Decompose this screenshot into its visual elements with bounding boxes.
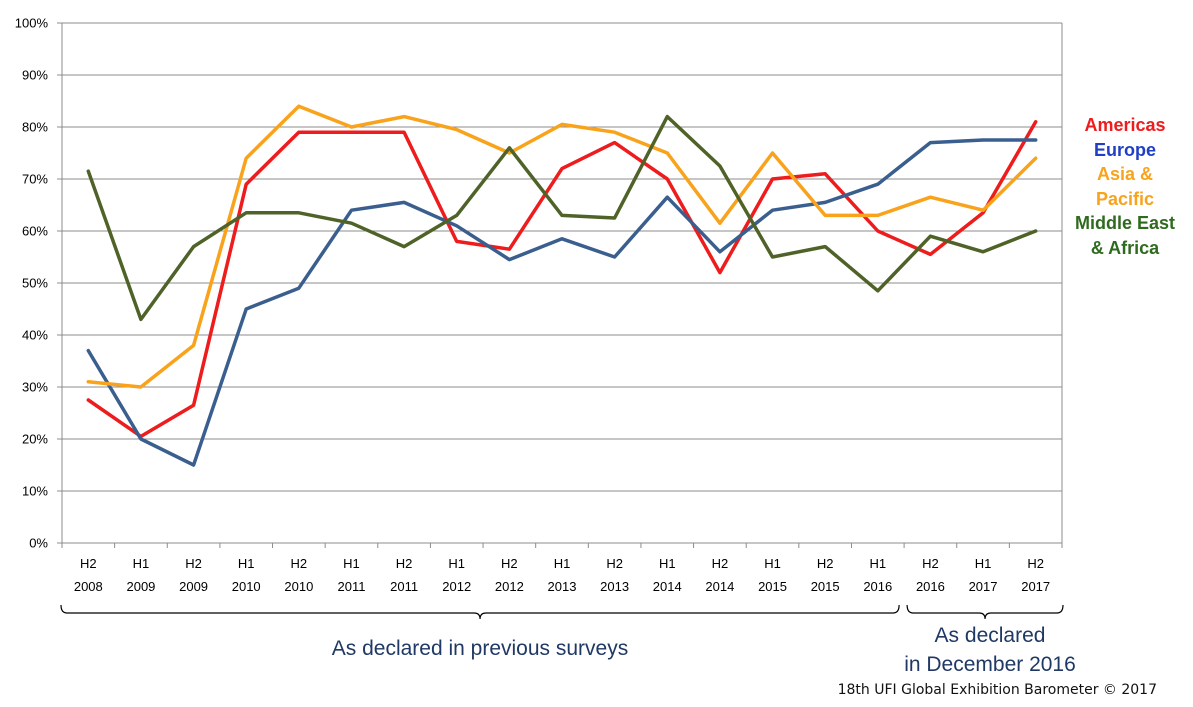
x-tick-label-year: 2012 <box>442 579 471 594</box>
x-tick-label-half: H2 <box>185 556 202 571</box>
legend-europe: Europe <box>1093 139 1156 160</box>
y-tick-label: 50% <box>22 276 48 291</box>
legend: Americas Europe Asia & Pacific Middle Ea… <box>1060 113 1190 260</box>
x-tick-label-half: H2 <box>606 556 623 571</box>
x-tick-label-year: 2014 <box>705 579 734 594</box>
y-axis: 0% 10% 20% 30% 40% 50% 60% 70% 80% 90% 100% <box>15 16 1063 551</box>
x-tick-label-half: H2 <box>396 556 413 571</box>
x-tick-label-half: H1 <box>238 556 255 571</box>
x-tick-label-half: H2 <box>817 556 834 571</box>
y-tick-label: 10% <box>22 484 48 499</box>
y-tick-label: 90% <box>22 68 48 83</box>
x-tick-label-half: H1 <box>659 556 676 571</box>
bracket-0 <box>60 604 900 620</box>
y-tick-label: 30% <box>22 380 48 395</box>
x-tick-label-year: 2015 <box>758 579 787 594</box>
x-tick-label-half: H2 <box>80 556 97 571</box>
series-lines <box>86 104 1038 467</box>
x-tick-label-half: H1 <box>869 556 886 571</box>
y-tick-label: 100% <box>15 16 49 31</box>
x-tick-label-half: H1 <box>343 556 360 571</box>
bracket-1 <box>906 604 1064 620</box>
x-tick-label-year: 2014 <box>653 579 682 594</box>
grid-lines <box>62 22 1062 544</box>
group-brackets <box>60 604 1064 620</box>
y-tick-label: 70% <box>22 172 48 187</box>
x-tick-label-half: H1 <box>554 556 571 571</box>
x-tick-label-year: 2009 <box>179 579 208 594</box>
x-tick-label-half: H1 <box>975 556 992 571</box>
y-tick-label: 20% <box>22 432 48 447</box>
x-tick-label-half: H2 <box>1027 556 1044 571</box>
y-tick-label: 0% <box>29 536 48 551</box>
x-tick-label-half: H2 <box>291 556 308 571</box>
series-line-asia-pacific <box>86 104 1038 389</box>
x-tick-label-year: 2016 <box>916 579 945 594</box>
x-tick-label-year: 2010 <box>232 579 261 594</box>
x-tick-label-year: 2010 <box>284 579 313 594</box>
x-tick-label-half: H1 <box>764 556 781 571</box>
x-tick-label-year: 2013 <box>548 579 577 594</box>
x-axis: H2 2008 H1 2009 H2 2009 H1 2010 H2 2010 H1 2011 H2 20… <box>61 542 1063 594</box>
x-tick-label-year: 2009 <box>126 579 155 594</box>
x-tick-label-half: H2 <box>501 556 518 571</box>
x-tick-label-year: 2015 <box>811 579 840 594</box>
x-tick-label-year: 2016 <box>863 579 892 594</box>
x-tick-label-half: H1 <box>133 556 150 571</box>
series-line-middle-east-africa <box>86 114 1038 322</box>
x-tick-label-year: 2013 <box>600 579 629 594</box>
x-tick-label-year: 2008 <box>74 579 103 594</box>
legend-asia-pacific: Asia & Pacific <box>1095 164 1155 209</box>
footer-credit: 18th UFI Global Exhibition Barometer © 2… <box>837 682 1157 698</box>
series-line-americas <box>86 120 1038 439</box>
x-tick-label-year: 2011 <box>390 579 418 594</box>
x-tick-label-half: H2 <box>922 556 939 571</box>
x-tick-label-year: 2017 <box>969 579 998 594</box>
group-label-previous-surveys: As declared in previous surveys <box>331 637 629 660</box>
legend-middle-east-africa: Middle East & Africa <box>1074 213 1176 258</box>
x-tick-label-year: 2011 <box>337 579 365 594</box>
series-line-europe <box>86 138 1038 467</box>
y-tick-label: 60% <box>22 224 48 239</box>
x-tick-label-half: H1 <box>448 556 465 571</box>
x-tick-label-year: 2017 <box>1021 579 1050 594</box>
legend-americas: Americas <box>1084 115 1166 135</box>
group-label-december-2016: As declared in December 2016 <box>904 624 1076 676</box>
y-tick-label: 80% <box>22 120 48 135</box>
y-tick-label: 40% <box>22 328 48 343</box>
x-tick-label-half: H2 <box>712 556 729 571</box>
x-tick-label-year: 2012 <box>495 579 524 594</box>
